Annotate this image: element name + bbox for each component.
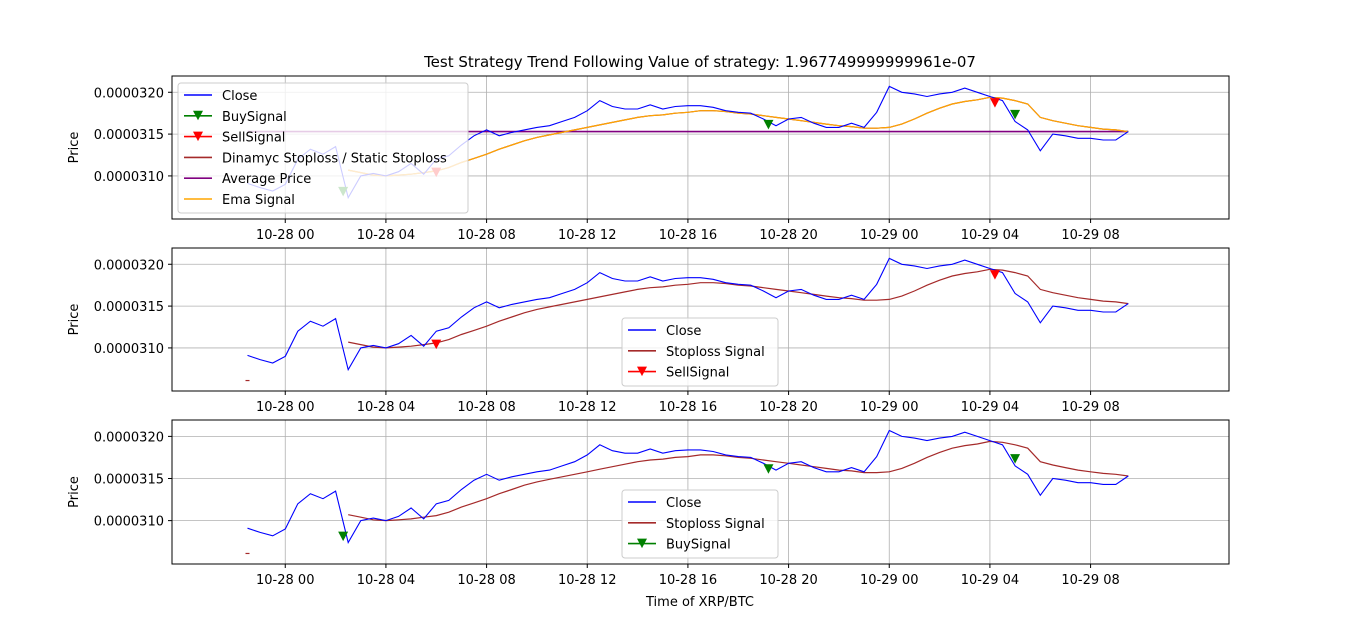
buy-signal-marker [1010, 109, 1021, 120]
stoploss-line [348, 268, 1129, 349]
legend-label: Ema Signal [222, 193, 295, 208]
x-tick-label: 10-28 16 [659, 400, 717, 415]
legend-label: Stoploss Signal [666, 345, 765, 360]
plot-area [245, 257, 1129, 382]
x-tick-label: 10-28 00 [256, 400, 314, 415]
close-line [247, 257, 1129, 372]
chart-panel-1: 10-28 00 10-28 04 10-28 08 10-28 12 10-28 16… [67, 75, 1230, 243]
chart-panel-3: 10-28 00 10-28 04 10-28 08 10-28 12 10-28 16… [67, 419, 1230, 588]
legend-label: Average Price [222, 172, 311, 187]
stoploss-line [348, 440, 1129, 522]
legend-box [177, 82, 469, 214]
y-tick-label: 0.0000320 [94, 430, 164, 445]
x-tick-label: 10-28 20 [759, 400, 817, 415]
legend-marker [193, 131, 203, 142]
y-axis-label: Price [67, 132, 82, 164]
chart-title: Test Strategy Trend Following Value of s… [423, 53, 976, 71]
x-tick-label: 10-28 16 [659, 573, 717, 588]
sell-signal-marker [989, 270, 1000, 280]
x-tick-label: 10-29 08 [1061, 573, 1119, 588]
y-tick-label: 0.0000315 [94, 300, 164, 315]
x-tick-label: 10-28 20 [759, 228, 817, 243]
x-tick-label: 10-29 04 [961, 573, 1019, 588]
y-axis-label: Price [67, 304, 82, 336]
x-tick-label: 10-28 12 [558, 400, 616, 415]
close-line [247, 429, 1129, 544]
legend-label: Close [666, 496, 701, 511]
legend-marker [637, 366, 647, 377]
legend-label: SellSignal [666, 366, 729, 381]
legend-box [621, 317, 779, 387]
x-tick-label: 10-29 00 [860, 228, 918, 243]
x-tick-label: 10-29 04 [961, 228, 1019, 243]
legend-label: BuySignal [666, 538, 731, 553]
ema-line [348, 96, 1129, 177]
legend-box [621, 489, 779, 559]
x-tick-label: 10-28 08 [457, 573, 515, 588]
buy-signal-marker [1010, 454, 1021, 464]
y-tick-label: 0.0000320 [94, 86, 164, 101]
axes-frame [171, 247, 1230, 392]
y-tick-label: 0.0000320 [94, 258, 164, 273]
buy-signal-marker [763, 119, 774, 130]
x-tick-label: 10-28 00 [256, 573, 314, 588]
legend-label: SellSignal [222, 131, 285, 146]
x-tick-label: 10-28 12 [558, 228, 616, 243]
axes-frame [171, 419, 1230, 565]
buy-signal-marker [763, 464, 774, 474]
legend-label: Stoploss Signal [666, 517, 765, 532]
legend-label: BuySignal [222, 110, 287, 125]
x-tick-label: 10-29 00 [860, 400, 918, 415]
y-tick-label: 0.0000315 [94, 473, 164, 488]
x-tick-label: 10-28 16 [659, 228, 717, 243]
x-tick-label: 10-29 00 [860, 573, 918, 588]
y-tick-label: 0.0000315 [94, 128, 164, 143]
legend-label: Close [666, 324, 701, 339]
legend-label: Dinamyc Stoploss / Static Stoploss [222, 151, 447, 166]
y-tick-label: 0.0000310 [94, 342, 164, 357]
x-tick-label: 10-28 04 [357, 228, 415, 243]
x-tick-label: 10-28 08 [457, 228, 515, 243]
x-tick-label: 10-29 08 [1061, 400, 1119, 415]
x-axis-label: Time of XRP/BTC [645, 595, 754, 610]
y-tick-label: 0.0000310 [94, 515, 164, 530]
legend-marker [193, 110, 203, 121]
sell-signal-marker [431, 339, 442, 350]
buy-signal-marker [338, 531, 349, 542]
axes-frame [171, 75, 1230, 220]
legend-label: Close [222, 89, 257, 104]
x-tick-label: 10-28 04 [357, 573, 415, 588]
x-tick-label: 10-28 20 [759, 573, 817, 588]
x-tick-label: 10-28 04 [357, 400, 415, 415]
y-axis-label: Price [67, 476, 82, 508]
x-tick-label: 10-28 08 [457, 400, 515, 415]
x-tick-label: 10-29 04 [961, 400, 1019, 415]
sell-signal-marker [989, 98, 1000, 108]
x-tick-label: 10-28 00 [256, 228, 314, 243]
legend-marker [637, 538, 647, 549]
y-tick-label: 0.0000310 [94, 170, 164, 185]
chart-panel-2: 10-28 00 10-28 04 10-28 08 10-28 12 10-28 16… [67, 247, 1230, 415]
x-tick-label: 10-28 12 [558, 573, 616, 588]
plot-area [245, 429, 1129, 555]
x-tick-label: 10-29 08 [1061, 228, 1119, 243]
